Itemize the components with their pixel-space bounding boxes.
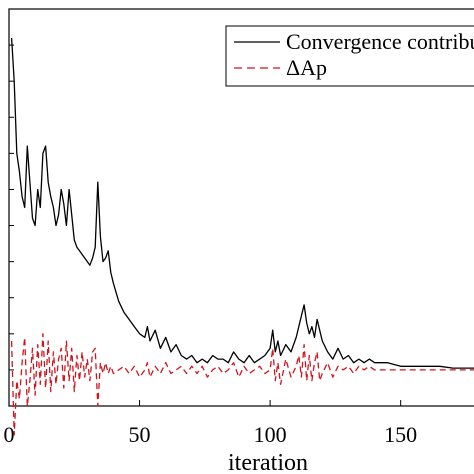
legend-box: [225, 25, 474, 87]
x-tick-label: 100: [254, 422, 287, 447]
x-tick-label: 0: [4, 422, 15, 447]
series-line-convergence: [10, 37, 474, 369]
x-tick-label: 150: [384, 422, 417, 447]
plot-frame: [8, 8, 474, 407]
legend-label-convergence: Convergence contribu: [286, 29, 474, 54]
legend-label-delta-ap: ΔAp: [286, 55, 327, 80]
x-tick-label: 50: [129, 422, 151, 447]
series-line-delta-ap: [10, 333, 474, 436]
legend: Convergence contribu ΔAp: [225, 25, 474, 87]
x-axis-label: iteration: [228, 450, 308, 474]
